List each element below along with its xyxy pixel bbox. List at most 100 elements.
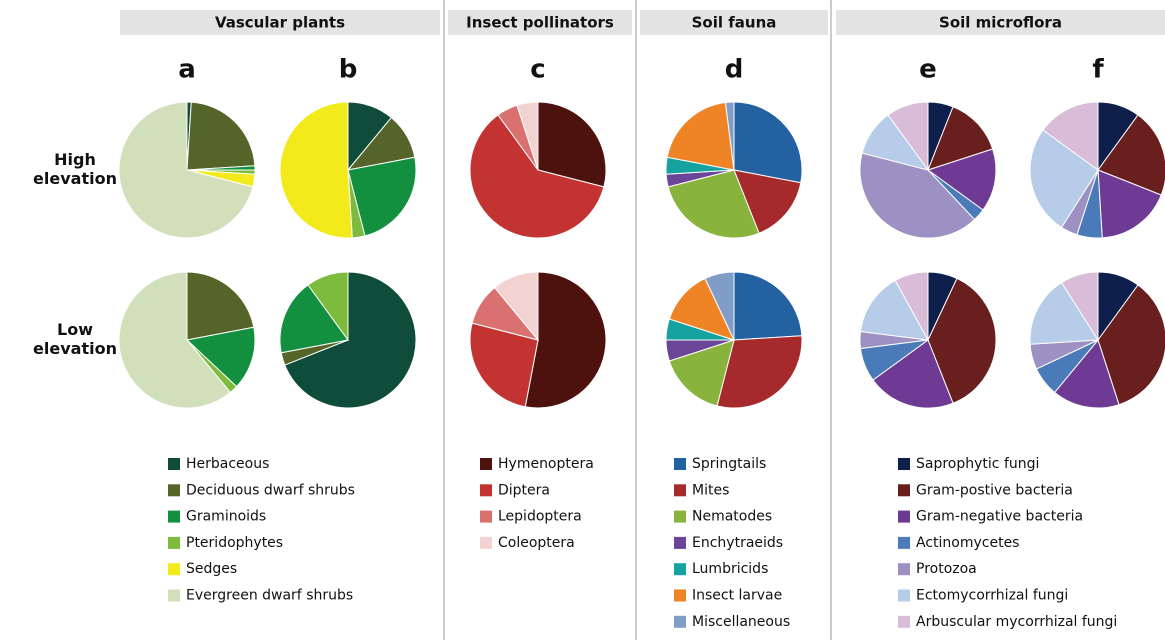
legend-label: Graminoids [186, 509, 266, 525]
legend-swatch [480, 536, 492, 549]
pie-slice [668, 277, 735, 341]
pie-slice [118, 271, 232, 409]
pie-slice [733, 101, 803, 184]
legend-swatch [168, 589, 180, 602]
group-header: Soil fauna [692, 14, 777, 32]
pie-slice [307, 271, 349, 342]
legend-swatch [674, 536, 686, 549]
group-header: Soil microflora [939, 14, 1062, 32]
legend-label: Miscellaneous [692, 614, 790, 630]
legend-swatch [168, 563, 180, 576]
legend-label: Actinomycetes [916, 535, 1019, 551]
panel-label: d [725, 55, 744, 85]
pie-slice [347, 156, 417, 237]
pie-slice [185, 326, 256, 388]
legend-label: Diptera [498, 482, 550, 498]
pie-slice [1042, 101, 1099, 171]
pie-slice [733, 169, 802, 234]
legend-swatch [168, 536, 180, 549]
legend-swatch [168, 510, 180, 523]
pie-slice [469, 114, 605, 239]
pie-slice [279, 284, 349, 354]
pie-slice [894, 271, 929, 341]
panel-label: b [339, 55, 358, 85]
group-header: Insect pollinators [466, 14, 614, 32]
row-label: Low elevation [33, 320, 117, 358]
pie-slice [537, 101, 607, 188]
pie-slice [524, 271, 607, 409]
pie-slice [1097, 284, 1165, 406]
panel-label: e [919, 55, 937, 85]
legend-swatch [168, 458, 180, 470]
legend-label: Lepidoptera [498, 509, 582, 525]
pie-slice [493, 271, 539, 342]
legend-label: Lumbricids [692, 561, 768, 577]
legend-swatch [674, 563, 686, 576]
legend-label: Mites [692, 482, 729, 498]
pie-slice [668, 339, 735, 407]
pie-slice [1097, 169, 1162, 239]
pie-slice [1029, 281, 1099, 345]
legend-swatch [898, 615, 910, 628]
legend-label: Gram-negative bacteria [916, 509, 1083, 525]
legend-label: Saprophytic fungi [916, 456, 1039, 472]
legend-swatch [674, 615, 686, 628]
legend-label: Gram-postive bacteria [916, 482, 1073, 498]
pie-slice [469, 322, 539, 408]
legend-label: Herbaceous [186, 456, 269, 472]
pie-slice [887, 101, 929, 172]
pie-slice [733, 271, 803, 341]
legend-swatch [480, 484, 492, 497]
pie-slice [724, 101, 735, 171]
legend-label: Pteridophytes [186, 535, 283, 551]
legend-swatch [168, 484, 180, 497]
pie-slice [186, 271, 255, 341]
legend-swatch [674, 484, 686, 497]
legend-label: Sedges [186, 561, 237, 577]
pie-slice [704, 271, 735, 341]
group-header-bg [448, 10, 632, 35]
pie-slice [1053, 338, 1120, 409]
legend-swatch [674, 458, 686, 470]
pie-slice [1097, 114, 1165, 196]
pie-slice [516, 101, 539, 171]
pie-slice [859, 279, 929, 341]
group-header-bg [640, 10, 828, 35]
legend-swatch [480, 510, 492, 523]
group-header-bg [836, 10, 1165, 35]
legend-label: Nematodes [692, 509, 772, 525]
row-label: High elevation [33, 150, 117, 188]
pie-slice [1060, 271, 1099, 342]
pie-slice [872, 339, 954, 409]
legend-swatch [898, 536, 910, 549]
group-header: Vascular plants [215, 14, 345, 32]
legend-label: Enchytraeids [692, 535, 783, 551]
legend-swatch [898, 563, 910, 576]
pie-slice [667, 169, 760, 239]
panel-label: f [1092, 55, 1104, 85]
legend-label: Evergreen dwarf shrubs [186, 588, 353, 604]
legend-swatch [674, 510, 686, 523]
legend-label: Deciduous dwarf shrubs [186, 482, 355, 498]
pie-slice [1029, 129, 1099, 229]
legend-swatch [898, 458, 910, 470]
pie-slice [279, 101, 353, 239]
legend-swatch [898, 510, 910, 523]
pie-slice [926, 148, 997, 211]
pie-slice [859, 152, 976, 239]
pie-slice [927, 277, 997, 404]
legend-swatch [898, 484, 910, 497]
legend-label: Springtails [692, 456, 766, 472]
legend-swatch [674, 589, 686, 602]
legend-label: Insect larvae [692, 588, 782, 604]
legend-label: Protozoa [916, 561, 977, 577]
pie-slice [716, 335, 803, 409]
legend-swatch [898, 589, 910, 602]
legend-label: Coleoptera [498, 535, 575, 551]
panel-label: a [178, 55, 196, 85]
legend-label: Hymenoptera [498, 456, 594, 472]
panel-label: c [530, 55, 545, 85]
pie-slice [284, 271, 417, 409]
